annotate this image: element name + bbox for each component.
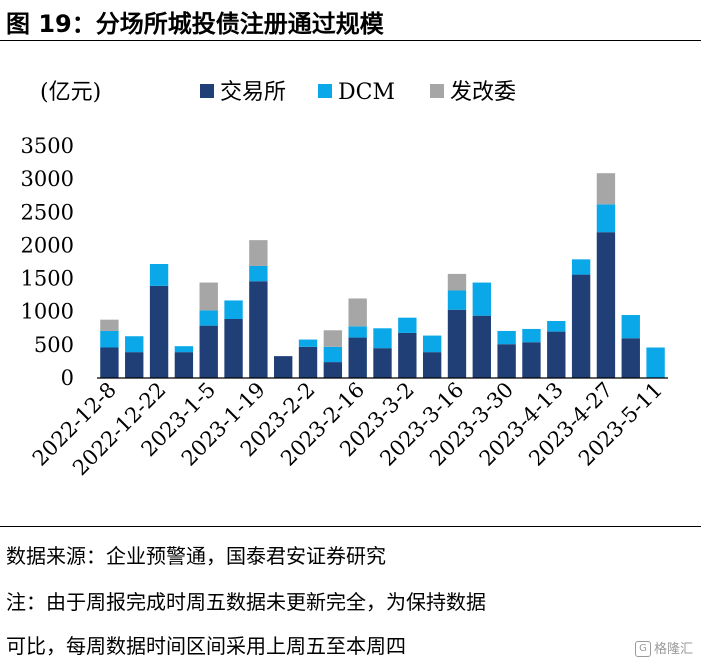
- bar-segment-exchange: [621, 338, 640, 378]
- bar-segment-exchange: [472, 315, 491, 378]
- bar-segment-dcm: [472, 282, 491, 316]
- bar-segment-exchange: [323, 362, 343, 378]
- bar-segment-dcm: [373, 328, 392, 349]
- bar-segment-dcm: [174, 346, 194, 353]
- bar-segment-ndrc: [596, 173, 616, 205]
- y-axis-label: (亿元): [40, 80, 101, 105]
- y-tick-label: 2000: [21, 233, 74, 257]
- y-tick-label: 500: [34, 333, 74, 357]
- bar-segment-exchange: [422, 352, 442, 378]
- footnote-line-2: 可比，每周数据时间区间采用上周五至本周四: [6, 634, 406, 658]
- bar-segment-exchange: [522, 342, 541, 378]
- bar-segment-dcm: [348, 326, 367, 338]
- bar-segment-dcm: [224, 300, 243, 320]
- bar-segment-dcm: [497, 330, 516, 345]
- bar-segment-ndrc: [199, 282, 218, 311]
- bar-segment-dcm: [125, 336, 144, 353]
- bar-segment-dcm: [646, 347, 665, 378]
- y-tick-label: 2500: [21, 200, 74, 224]
- bar-segment-ndrc: [348, 298, 367, 327]
- bar-segment-dcm: [398, 317, 417, 333]
- legend-label: DCM: [338, 80, 395, 105]
- footnote-line-1: 注：由于周报完成时周五数据未更新完全，为保持数据: [6, 590, 486, 614]
- bar-segment-exchange: [224, 319, 243, 378]
- bar-segment-ndrc: [323, 330, 343, 347]
- bar-segment-ndrc: [100, 319, 119, 331]
- title-bar: 图 19：分场所城投债注册通过规模: [0, 0, 701, 41]
- bar-segment-exchange: [274, 356, 293, 378]
- bar-segment-dcm: [522, 328, 541, 343]
- y-tick-label: 3500: [21, 134, 74, 158]
- bar-segment-exchange: [348, 337, 367, 378]
- figure-title: 图 19：分场所城投债注册通过规模: [6, 10, 384, 38]
- y-tick-label: 3000: [21, 167, 74, 191]
- bar-segment-dcm: [547, 320, 566, 332]
- legend-swatch: [200, 84, 214, 98]
- x-axis-ticks: 2022-12-82022-12-222023-1-52023-1-192023…: [28, 378, 667, 481]
- bar-segment-dcm: [149, 263, 169, 286]
- watermark-text: 格隆汇: [653, 641, 693, 657]
- bar-segment-ndrc: [447, 273, 467, 291]
- bar-segment-dcm: [447, 290, 467, 310]
- watermark-logo-icon: G: [634, 641, 651, 657]
- bars-group: [100, 173, 665, 378]
- bar-segment-exchange: [398, 332, 417, 378]
- bar-segment-exchange: [596, 232, 616, 378]
- bar-segment-ndrc: [249, 240, 268, 266]
- bar-segment-dcm: [199, 310, 218, 326]
- y-tick-label: 1500: [21, 267, 74, 291]
- legend-swatch: [318, 84, 332, 98]
- source-note: 数据来源：企业预警通，国泰君安证券研究: [6, 544, 386, 568]
- bar-segment-exchange: [547, 331, 566, 378]
- bar-segment-dcm: [323, 346, 343, 363]
- legend-label: 交易所: [220, 80, 286, 105]
- y-axis-ticks: 0 500 1000 1500 2000 2500 3000 3500: [21, 134, 74, 390]
- stacked-bar-chart: 交易所 DCM 发改委 (亿元) 0 500 1000 1500 2000 2500 3000 3…: [21, 80, 668, 481]
- bar-segment-exchange: [571, 274, 591, 378]
- footer-divider: [0, 526, 701, 527]
- bar-segment-dcm: [298, 339, 318, 347]
- bar-segment-dcm: [621, 315, 640, 339]
- watermark: G 格隆汇: [634, 638, 693, 657]
- bar-segment-exchange: [125, 352, 144, 378]
- bar-segment-dcm: [571, 259, 591, 275]
- bar-segment-exchange: [199, 325, 218, 378]
- bar-segment-dcm: [100, 330, 119, 348]
- bar-segment-exchange: [497, 344, 516, 378]
- bar-segment-exchange: [149, 285, 169, 378]
- y-tick-label: 1000: [21, 300, 74, 324]
- chart-legend: 交易所 DCM 发改委: [200, 80, 516, 105]
- bar-segment-exchange: [249, 281, 268, 378]
- y-tick-label: 0: [61, 366, 74, 390]
- bar-segment-exchange: [298, 346, 318, 378]
- bar-segment-exchange: [174, 352, 194, 378]
- bar-segment-exchange: [100, 347, 119, 378]
- bar-segment-exchange: [447, 309, 467, 378]
- bar-segment-exchange: [373, 348, 392, 378]
- bar-segment-dcm: [422, 335, 442, 353]
- legend-swatch: [430, 84, 444, 98]
- bar-segment-dcm: [596, 204, 616, 233]
- legend-label: 发改委: [450, 80, 516, 105]
- bar-segment-dcm: [249, 265, 268, 282]
